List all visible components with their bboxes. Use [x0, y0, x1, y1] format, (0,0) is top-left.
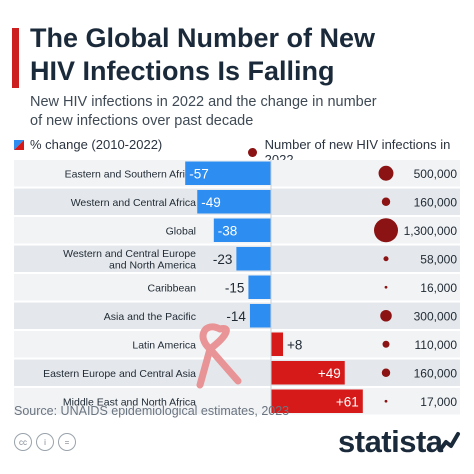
pct-change-bar [271, 389, 363, 413]
new-infections-label: 500,000 [414, 167, 458, 181]
pct-change-label: -57 [189, 166, 209, 181]
statista-logo: statista [338, 424, 443, 459]
new-infections-label: 160,000 [414, 366, 458, 380]
pct-change-label: -15 [225, 280, 245, 295]
new-infections-label: 300,000 [414, 309, 458, 323]
pct-change-bar [213, 218, 271, 242]
pct-change-label: -49 [201, 195, 221, 210]
new-infections-bubble [384, 399, 388, 403]
legend-pct-swatch [14, 139, 24, 150]
new-infections-bubble [378, 165, 394, 181]
no-derivatives-icon: = [58, 433, 76, 451]
new-infections-label: 16,000 [420, 281, 457, 295]
pct-change-bar [249, 304, 271, 328]
pct-change-label: +8 [287, 337, 302, 352]
legend-pct-change: % change (2010-2022) [14, 137, 162, 152]
category-label: and North America [109, 260, 196, 272]
new-infections-bubble [381, 197, 391, 206]
category-label: Global [166, 225, 196, 237]
pct-change-label: +49 [318, 366, 341, 381]
new-infections-label: 160,000 [414, 195, 458, 209]
pct-change-label: -14 [226, 309, 246, 324]
statista-logo-icon [438, 432, 460, 452]
legend-bubble-marker [248, 147, 257, 157]
new-infections-bubble [384, 285, 388, 289]
pct-change-bar [185, 161, 271, 185]
title-line-1: The Global Number of New [30, 23, 376, 53]
new-infections-bubble [381, 368, 391, 377]
category-label: Western and Central Europe [63, 248, 196, 260]
pct-change-label: -23 [213, 252, 233, 267]
new-infections-label: 58,000 [420, 252, 457, 266]
category-label: Latin America [132, 339, 196, 351]
new-infections-bubble [374, 218, 398, 243]
title-line-2: HIV Infections Is Falling [30, 56, 335, 86]
subtitle-line-2: of new infections over past decade [30, 113, 254, 129]
pct-change-label: +61 [336, 394, 359, 409]
category-label: Western and Central Africa [71, 197, 196, 209]
source-note: Source: UNAIDS epidemiological estimates… [14, 404, 290, 418]
pct-change-bar [271, 332, 284, 356]
new-infections-label: 1,300,000 [404, 224, 458, 238]
legend-pct-label: % change (2010-2022) [30, 137, 163, 152]
new-infections-label: 110,000 [415, 338, 458, 352]
creative-commons-icon: cc [14, 433, 32, 451]
pct-change-bar [271, 361, 345, 385]
category-label: Caribbean [148, 282, 197, 294]
new-infections-bubble [383, 256, 389, 262]
attribution-icon: i [36, 433, 54, 451]
subtitle-line-1: New HIV infections in 2022 and the chang… [30, 94, 377, 110]
chart-title: The Global Number of New HIV Infections … [30, 22, 450, 88]
category-label: Eastern Europe and Central Asia [43, 368, 196, 380]
license-icons: cc i = [14, 433, 76, 451]
pct-change-label: -38 [218, 223, 238, 238]
pct-change-bar [197, 190, 271, 214]
chart-subtitle: New HIV infections in 2022 and the chang… [30, 93, 460, 131]
category-label: Middle East and North Africa [63, 396, 196, 408]
category-label: Asia and the Pacific [104, 311, 196, 323]
pct-change-bar [248, 275, 271, 299]
new-infections-bubble [380, 309, 392, 322]
new-infections-bubble [382, 340, 390, 348]
new-infections-label: 17,000 [420, 395, 457, 409]
row-background [14, 331, 460, 358]
pct-change-bar [236, 247, 271, 271]
awareness-ribbon-icon [196, 323, 242, 389]
title-accent-bar [12, 28, 19, 88]
category-label: Eastern and Southern Africa [65, 168, 196, 180]
